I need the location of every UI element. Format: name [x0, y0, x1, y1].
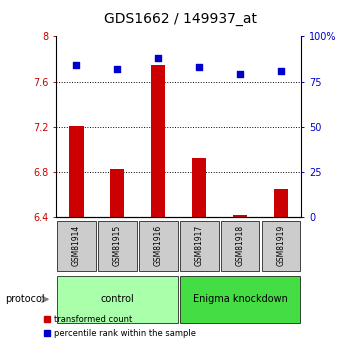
Text: GDS1662 / 149937_at: GDS1662 / 149937_at — [104, 12, 257, 26]
Bar — [274, 189, 288, 217]
Legend: transformed count, percentile rank within the sample: transformed count, percentile rank withi… — [40, 312, 199, 341]
Text: protocol: protocol — [5, 294, 45, 304]
Text: GSM81919: GSM81919 — [277, 225, 286, 266]
Point — [196, 64, 202, 70]
Bar — [151, 65, 165, 217]
Text: GSM81918: GSM81918 — [236, 225, 244, 266]
Text: Enigma knockdown: Enigma knockdown — [193, 294, 287, 304]
Text: GSM81915: GSM81915 — [113, 225, 122, 266]
Text: GSM81916: GSM81916 — [154, 225, 163, 266]
Point — [278, 68, 284, 73]
Point — [237, 71, 243, 77]
Point — [114, 66, 120, 71]
Bar — [69, 126, 83, 217]
Text: GSM81914: GSM81914 — [72, 225, 81, 266]
Bar — [233, 215, 247, 217]
Text: GSM81917: GSM81917 — [195, 225, 204, 266]
Bar — [110, 169, 125, 217]
Point — [155, 55, 161, 61]
Bar — [192, 158, 206, 217]
Point — [74, 62, 79, 68]
Text: control: control — [100, 294, 134, 304]
